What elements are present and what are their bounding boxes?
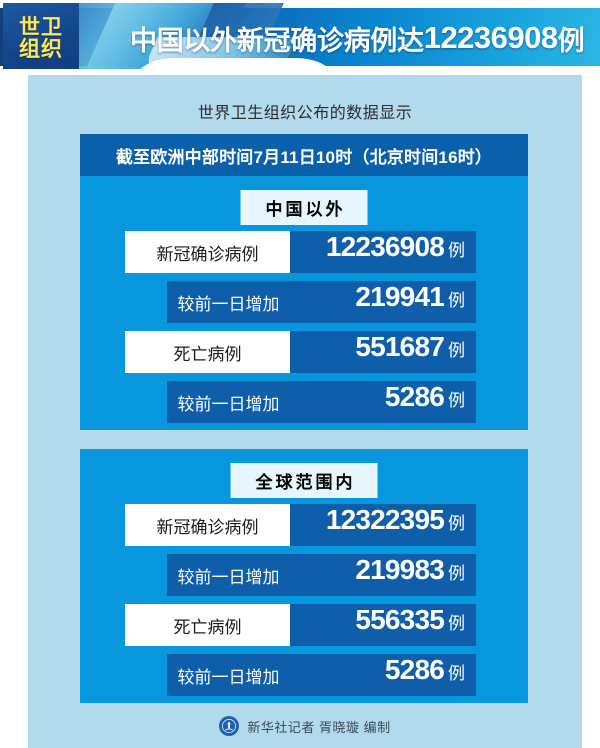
table-row: 死亡病例 551687 例 <box>80 331 528 373</box>
page-title-suffix: 例 <box>557 25 585 56</box>
who-badge: 世卫 组织 <box>3 3 79 69</box>
row-label: 新冠确诊病例 <box>125 504 290 546</box>
who-badge-line-2: 组织 <box>19 38 63 61</box>
page-title-number: 12236908 <box>423 20 558 55</box>
row-value-number: 12236908 <box>325 231 445 262</box>
row-value-number: 556335 <box>355 604 444 635</box>
row-value-number: 5286 <box>384 654 445 685</box>
row-value: 219983 例 <box>290 554 476 596</box>
table-row: 新冠确诊病例 12236908 例 <box>80 231 528 273</box>
row-value-unit: 例 <box>448 514 465 533</box>
row-value: 551687 例 <box>290 331 476 373</box>
row-label: 较前一日增加 <box>167 381 290 423</box>
content-panel: 世界卫生组织公布的数据显示 截至欧洲中部时间7月11日10时（北京时间16时） … <box>28 75 582 748</box>
row-value-number: 219941 <box>355 281 444 312</box>
row-value-unit: 例 <box>448 241 465 260</box>
row-value: 5286 例 <box>290 381 476 423</box>
stat-rows-overseas: 新冠确诊病例 12236908 例 较前一日增加 219941 例 死亡病例 5… <box>80 231 528 423</box>
table-row: 较前一日增加 219983 例 <box>80 554 528 596</box>
stat-block-overseas: 中国以外 新冠确诊病例 12236908 例 较前一日增加 219941 例 死… <box>80 176 528 430</box>
subtitle: 世界卫生组织公布的数据显示 <box>197 105 413 122</box>
row-label: 较前一日增加 <box>167 654 290 696</box>
row-value: 12236908 例 <box>290 231 476 273</box>
table-row: 较前一日增加 219941 例 <box>80 281 528 323</box>
footer-credit: 新华社记者 胥晓璇 编制 <box>28 711 582 741</box>
row-value-number: 551687 <box>355 331 444 362</box>
row-label: 死亡病例 <box>125 604 290 646</box>
row-value-unit: 例 <box>448 664 465 683</box>
header-banner: 世卫 组织 中国以外新冠确诊病例达 12236908 例 <box>0 3 600 69</box>
row-label: 较前一日增加 <box>167 281 290 323</box>
block-tag-overseas: 中国以外 <box>240 190 368 225</box>
footer-credit-text: 新华社记者 胥晓璇 编制 <box>247 719 391 735</box>
who-badge-line-1: 世卫 <box>19 16 63 40</box>
table-row: 较前一日增加 5286 例 <box>80 381 528 423</box>
row-value: 12322395 例 <box>290 504 476 546</box>
row-value-number: 12322395 <box>325 504 445 535</box>
page-title: 中国以外新冠确诊病例达 12236908 例 <box>130 15 598 61</box>
block-tag-global: 全球范围内 <box>230 463 378 498</box>
page-title-prefix: 中国以外新冠确诊病例达 <box>130 25 424 56</box>
row-label: 死亡病例 <box>125 331 290 373</box>
row-value-unit: 例 <box>448 614 465 633</box>
as-of-time-bar: 截至欧洲中部时间7月11日10时（北京时间16时） <box>80 134 528 176</box>
stat-block-global: 全球范围内 新冠确诊病例 12322395 例 较前一日增加 219983 例 … <box>80 449 528 703</box>
table-row: 新冠确诊病例 12322395 例 <box>80 504 528 546</box>
row-value-unit: 例 <box>448 564 465 583</box>
row-value: 219941 例 <box>290 281 476 323</box>
stat-rows-global: 新冠确诊病例 12322395 例 较前一日增加 219983 例 死亡病例 5… <box>80 504 528 696</box>
row-value: 556335 例 <box>290 604 476 646</box>
row-label: 新冠确诊病例 <box>125 231 290 273</box>
table-row: 较前一日增加 5286 例 <box>80 654 528 696</box>
row-label: 较前一日增加 <box>167 554 290 596</box>
row-value-unit: 例 <box>448 391 465 410</box>
row-value-unit: 例 <box>448 341 465 360</box>
table-row: 死亡病例 556335 例 <box>80 604 528 646</box>
row-value-unit: 例 <box>448 291 465 310</box>
row-value-number: 5286 <box>384 381 445 412</box>
row-value: 5286 例 <box>290 654 476 696</box>
row-value-number: 219983 <box>355 554 444 585</box>
header-white-swoosh <box>135 58 335 69</box>
xinhua-logo-icon <box>219 716 240 736</box>
